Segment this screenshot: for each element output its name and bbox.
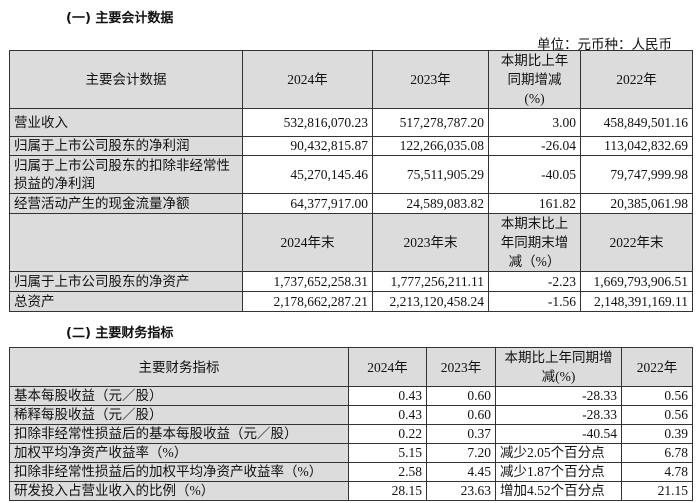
value-2023: 23.63 (426, 481, 496, 501)
value-change: -28.33 (495, 405, 622, 425)
value-2022: 458,849,501.16 (580, 108, 693, 137)
value-2024: 45,270,145.46 (242, 155, 373, 194)
table-row: 营业收入 532,816,070.23 517,278,787.20 3.00 458,… (9, 108, 693, 137)
table-row: 稀释每股收益（元／股） 0.43 0.60 -28.33 0.56 (9, 405, 693, 425)
value-change: -2.23 (488, 271, 581, 292)
row-label: 基本每股收益（元／股） (9, 386, 349, 406)
value-2022: 113,042,832.69 (580, 136, 693, 156)
value-change: 减少2.05个百分点 (495, 443, 622, 463)
header-cell (9, 213, 243, 272)
value-2024: 28.15 (348, 481, 427, 501)
value-2024: 2.58 (348, 462, 427, 482)
value-change: 增加4.52个百分点 (495, 481, 622, 501)
value-2022: 21.15 (621, 481, 693, 501)
value-2022: 79,747,999.98 (580, 155, 693, 194)
table-row: 加权平均净资产收益率（%） 5.15 7.20 减少2.05个百分点 6.78 (9, 443, 693, 463)
value-2023: 0.37 (426, 424, 496, 444)
value-2022: 0.39 (621, 424, 693, 444)
header-cell: 2022年 (621, 347, 693, 387)
row-label: 营业收入 (9, 108, 243, 137)
header-cell: 2024年 (348, 347, 427, 387)
value-2023: 75,511,905.29 (372, 155, 489, 194)
value-2022: 0.56 (621, 405, 693, 425)
value-2024: 0.43 (348, 405, 427, 425)
header-cell: 2022年 (580, 50, 693, 109)
accounting-data-table: 主要会计数据 2024年 2023年 本期比上年同期增减(%) 2022年 营业… (9, 50, 693, 312)
table-header-row: 2024年末 2023年末 本期末比上年同期末增减（%） 2022年末 (9, 213, 693, 272)
value-change: -40.05 (488, 155, 581, 194)
table-row: 经营活动产生的现金流量净额 64,377,917.00 24,589,083.82 1… (9, 193, 693, 214)
table-row: 研发投入占营业收入的比例（%） 28.15 23.63 增加4.52个百分点 21.15 (9, 481, 693, 501)
value-change: 161.82 (488, 193, 581, 214)
value-2023: 1,777,256,211.11 (372, 271, 489, 292)
value-2023: 7.20 (426, 443, 496, 463)
header-cell: 主要会计数据 (9, 50, 243, 109)
value-2024: 2,178,662,287.21 (242, 291, 373, 312)
value-2023: 0.60 (426, 405, 496, 425)
value-2023: 24,589,083.82 (372, 193, 489, 214)
value-change: 减少1.87个百分点 (495, 462, 622, 482)
row-label: 总资产 (9, 291, 243, 312)
row-label: 归属于上市公司股东的扣除非经常性损益的净利润 (9, 155, 243, 194)
row-label: 扣除非经常性损益后的加权平均净资产收益率（%） (9, 462, 349, 482)
value-2022: 4.78 (621, 462, 693, 482)
header-cell: 本期末比上年同期末增减（%） (488, 213, 581, 272)
table-header-row: 主要会计数据 2024年 2023年 本期比上年同期增减(%) 2022年 (9, 50, 693, 109)
header-cell: 本期比上年同期增减(%) (488, 50, 581, 109)
header-cell: 2023年 (372, 50, 489, 109)
table-row: 归属于上市公司股东的净资产 1,737,652,258.31 1,777,256,2… (9, 271, 693, 292)
table-header-row: 主要财务指标 2024年 2023年 本期比上年同期增减(%) 2022年 (9, 347, 693, 387)
value-2023: 0.60 (426, 386, 496, 406)
financial-indicators-table: 主要财务指标 2024年 2023年 本期比上年同期增减(%) 2022年 基本… (9, 347, 693, 501)
value-change: 3.00 (488, 108, 581, 137)
value-2024: 5.15 (348, 443, 427, 463)
value-2024: 0.43 (348, 386, 427, 406)
table-row: 扣除非经常性损益后的加权平均净资产收益率（%） 2.58 4.45 减少1.87个百分… (9, 462, 693, 482)
value-2024: 0.22 (348, 424, 427, 444)
header-cell: 2022年末 (580, 213, 693, 272)
row-label: 加权平均净资产收益率（%） (9, 443, 349, 463)
value-2022: 1,669,793,906.51 (580, 271, 693, 292)
value-2024: 90,432,815.87 (242, 136, 373, 156)
section2-title: (二) 主要财务指标 (66, 326, 174, 341)
value-2023: 122,266,035.08 (372, 136, 489, 156)
value-2022: 20,385,061.98 (580, 193, 693, 214)
header-cell: 2024年 (242, 50, 373, 109)
row-label: 稀释每股收益（元／股） (9, 405, 349, 425)
header-cell: 主要财务指标 (9, 347, 349, 387)
value-2022: 2,148,391,169.11 (580, 291, 693, 312)
value-2023: 2,213,120,458.24 (372, 291, 489, 312)
header-cell: 2023年末 (372, 213, 489, 272)
row-label: 扣除非经常性损益后的基本每股收益（元／股） (9, 424, 349, 444)
value-2024: 532,816,070.23 (242, 108, 373, 137)
value-2023: 517,278,787.20 (372, 108, 489, 137)
value-2024: 1,737,652,258.31 (242, 271, 373, 292)
header-cell: 本期比上年同期增减(%) (495, 347, 622, 387)
value-change: -26.04 (488, 136, 581, 156)
table-row: 总资产 2,178,662,287.21 2,213,120,458.24 -1.56… (9, 291, 693, 312)
header-cell: 2024年末 (242, 213, 373, 272)
value-change: -1.56 (488, 291, 581, 312)
header-cell: 2023年 (426, 347, 496, 387)
value-change: -28.33 (495, 386, 622, 406)
table-row: 归属于上市公司股东的净利润 90,432,815.87 122,266,035.08… (9, 136, 693, 156)
row-label: 归属于上市公司股东的净资产 (9, 271, 243, 292)
table-row: 基本每股收益（元／股） 0.43 0.60 -28.33 0.56 (9, 386, 693, 406)
value-2023: 4.45 (426, 462, 496, 482)
unit-label: 单位：元币种：人民币 (537, 37, 672, 52)
row-label: 经营活动产生的现金流量净额 (9, 193, 243, 214)
value-2022: 6.78 (621, 443, 693, 463)
value-change: -40.54 (495, 424, 622, 444)
value-2022: 0.56 (621, 386, 693, 406)
table-row: 扣除非经常性损益后的基本每股收益（元／股） 0.22 0.37 -40.54 0.39 (9, 424, 693, 444)
row-label: 归属于上市公司股东的净利润 (9, 136, 243, 156)
table-row: 归属于上市公司股东的扣除非经常性损益的净利润 45,270,145.46 75,51… (9, 155, 693, 194)
value-2024: 64,377,917.00 (242, 193, 373, 214)
section1-title: (一) 主要会计数据 (66, 11, 174, 26)
row-label: 研发投入占营业收入的比例（%） (9, 481, 349, 501)
